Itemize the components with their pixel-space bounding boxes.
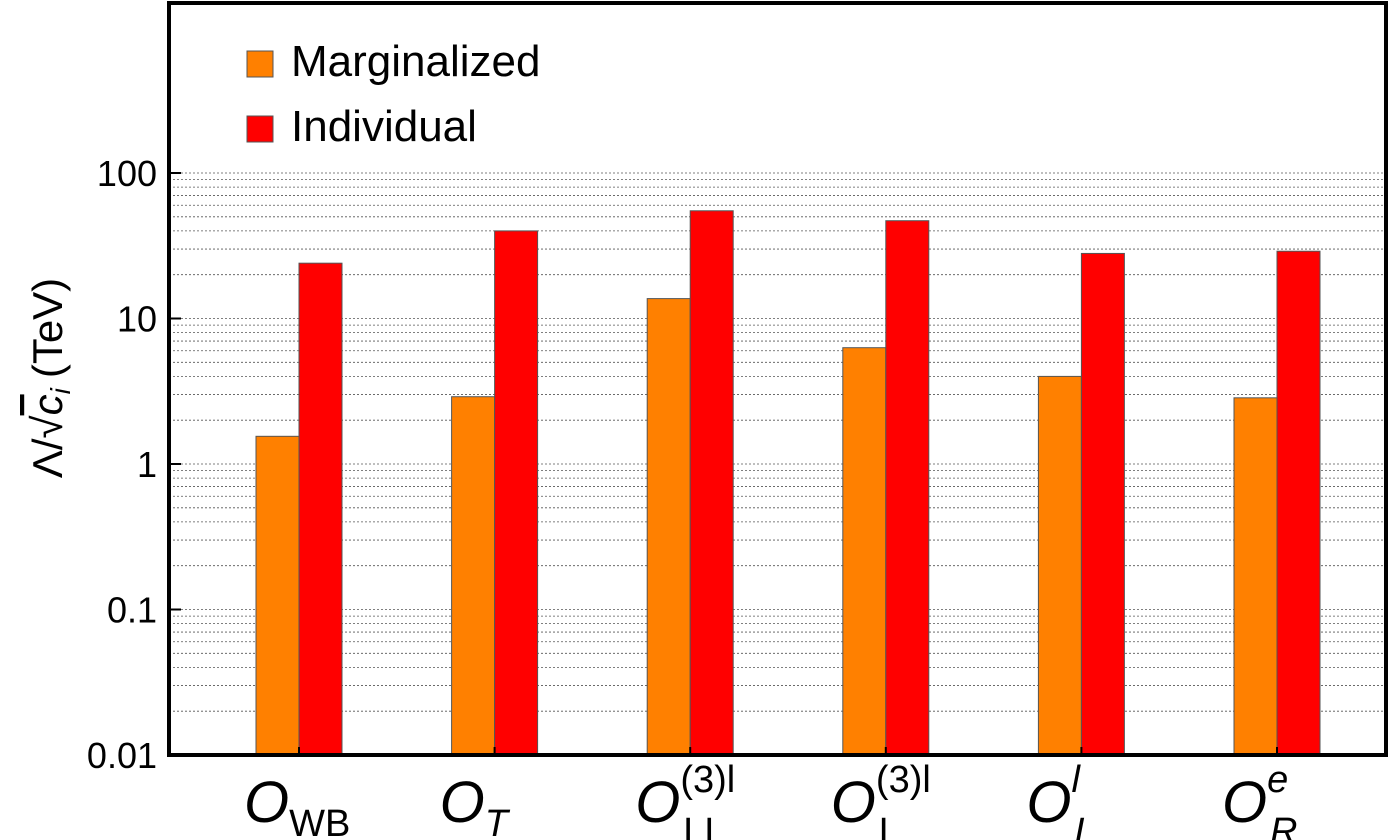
x-category-label-0: OWB — [244, 770, 350, 840]
legend-label-individual: Individual — [291, 102, 477, 151]
category-subscript: L — [879, 811, 900, 840]
bar-marginalized-3 — [842, 347, 887, 756]
x-axis-labels: OWB OT O(3)l LL O(3)l L Ol L Oe R — [244, 759, 1297, 840]
y-axis-label: Λ/√ci (TeV) — [24, 278, 76, 478]
x-category-label-4: Ol L — [1026, 759, 1095, 840]
category-symbol: O — [440, 770, 485, 835]
bar-individual-4 — [1080, 252, 1125, 756]
x-category-label-3: O(3)l L — [831, 759, 931, 840]
y-label-unit: (TeV) — [24, 278, 71, 378]
bar-individual-1 — [494, 230, 539, 756]
y-tick-label: 0.01 — [87, 735, 157, 776]
bar-individual-5 — [1276, 250, 1321, 756]
category-symbol: O — [1026, 770, 1071, 835]
bar-marginalized-2 — [646, 298, 691, 756]
y-axis-title: Λ/√ci (TeV) — [24, 278, 76, 478]
category-symbol: O — [831, 770, 876, 835]
category-symbol: O — [1222, 770, 1267, 835]
bar-marginalized-5 — [1233, 397, 1278, 756]
category-subscript: LL — [683, 811, 725, 840]
bar-marginalized-0 — [255, 435, 300, 756]
bar-marginalized-1 — [451, 396, 496, 756]
category-subscript: T — [485, 803, 511, 840]
axes: 0.01 0.1 1 10 100 — [87, 1, 1388, 776]
y-tick-label: 0.1 — [107, 590, 157, 631]
bar-individual-2 — [689, 210, 734, 756]
bar-individual-0 — [298, 262, 343, 756]
x-category-label-1: OT — [440, 770, 511, 840]
category-superscript: e — [1267, 759, 1288, 801]
y-tick-label: 10 — [117, 299, 157, 340]
grid-lines — [169, 172, 1386, 756]
y-tick-label: 100 — [97, 153, 157, 194]
legend: Marginalized Individual — [246, 37, 540, 151]
x-category-label-2: O(3)l LL — [635, 759, 735, 840]
bars — [255, 210, 1321, 756]
bar-marginalized-4 — [1037, 375, 1082, 756]
category-superscript: (3)l — [876, 759, 931, 801]
y-tick-label: 1 — [137, 444, 157, 485]
y-label-var: c — [24, 394, 71, 415]
category-subscript: R — [1270, 811, 1297, 840]
category-symbol: O — [244, 770, 289, 835]
bar-individual-3 — [885, 220, 930, 756]
legend-swatch-marginalized — [246, 50, 274, 78]
category-subscript: L — [1074, 811, 1095, 840]
plot-frame — [167, 1, 1388, 757]
legend-swatch-individual — [246, 115, 274, 143]
category-superscript: l — [1072, 759, 1082, 801]
category-symbol: O — [635, 770, 680, 835]
x-category-label-5: Oe R — [1222, 759, 1297, 840]
y-label-group: Λ/√ci (TeV) — [24, 278, 76, 478]
category-superscript: (3)l — [680, 759, 735, 801]
y-label-sub: i — [45, 387, 76, 394]
legend-label-marginalized: Marginalized — [291, 37, 540, 86]
y-label-main: Λ/√ — [24, 414, 71, 478]
category-subscript: WB — [289, 803, 350, 840]
